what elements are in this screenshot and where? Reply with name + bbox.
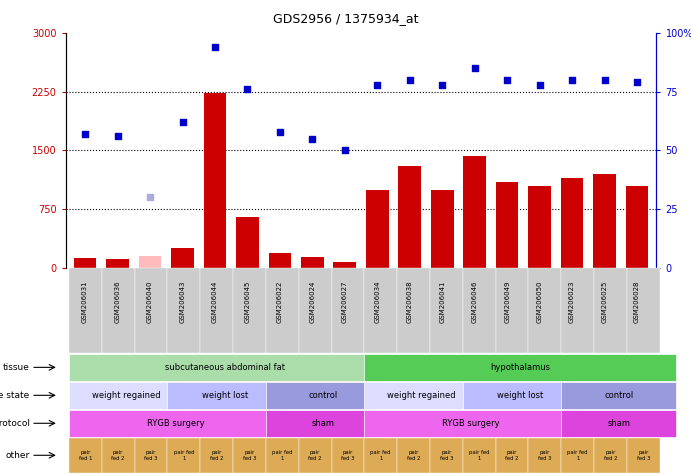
Point — [307, 135, 318, 143]
Text: pair
fed 2: pair fed 2 — [308, 450, 322, 461]
Bar — [301, 257, 323, 268]
Text: pair
fed 2: pair fed 2 — [505, 450, 519, 461]
Point — [567, 76, 578, 84]
Point — [242, 86, 253, 93]
Bar — [399, 166, 421, 268]
Text: pair
fed 2: pair fed 2 — [111, 450, 125, 461]
Text: GSM206036: GSM206036 — [115, 281, 121, 323]
Text: pair
fed 3: pair fed 3 — [538, 450, 551, 461]
Point — [437, 81, 448, 89]
Point — [502, 76, 513, 84]
Point — [404, 76, 415, 84]
Bar — [463, 156, 486, 268]
Bar — [334, 262, 356, 268]
Point — [372, 81, 383, 89]
Text: pair
fed 3: pair fed 3 — [439, 450, 453, 461]
Bar — [236, 217, 259, 268]
Bar — [139, 256, 162, 268]
Point — [144, 194, 155, 201]
Bar — [560, 178, 583, 268]
Bar — [495, 182, 518, 268]
Text: GSM206024: GSM206024 — [310, 281, 315, 323]
Text: GSM206040: GSM206040 — [147, 281, 153, 323]
Bar — [431, 190, 453, 268]
Text: GSM206049: GSM206049 — [504, 281, 510, 323]
Bar — [366, 190, 388, 268]
Text: GSM206027: GSM206027 — [342, 281, 348, 323]
Text: control: control — [309, 391, 338, 400]
Text: tissue: tissue — [3, 363, 30, 372]
Text: pair fed
1: pair fed 1 — [370, 450, 391, 461]
Text: GSM206028: GSM206028 — [634, 281, 640, 323]
Text: weight regained: weight regained — [388, 391, 456, 400]
Point — [534, 81, 545, 89]
Bar — [204, 93, 227, 268]
Text: pair
fed 3: pair fed 3 — [243, 450, 256, 461]
Text: GSM206046: GSM206046 — [472, 281, 477, 323]
Text: pair fed
1: pair fed 1 — [173, 450, 194, 461]
Text: GSM206045: GSM206045 — [245, 281, 250, 323]
Text: hypothalamus: hypothalamus — [490, 363, 550, 372]
Point — [469, 64, 480, 72]
Text: GSM206044: GSM206044 — [212, 281, 218, 323]
Text: weight regained: weight regained — [92, 391, 161, 400]
Bar — [625, 186, 648, 268]
Text: pair fed
1: pair fed 1 — [469, 450, 489, 461]
Text: pair
fed 2: pair fed 2 — [407, 450, 420, 461]
Text: GSM206038: GSM206038 — [407, 281, 413, 323]
Text: GSM206023: GSM206023 — [569, 281, 575, 323]
Text: subcutaneous abdominal fat: subcutaneous abdominal fat — [165, 363, 285, 372]
Text: weight lost: weight lost — [497, 391, 543, 400]
Bar — [106, 259, 129, 268]
Bar — [171, 248, 194, 268]
Text: GDS2956 / 1375934_at: GDS2956 / 1375934_at — [273, 12, 418, 25]
Text: pair fed
1: pair fed 1 — [567, 450, 588, 461]
Text: RYGB surgery: RYGB surgery — [442, 419, 500, 428]
Text: GSM206034: GSM206034 — [375, 281, 380, 323]
Text: pair fed
1: pair fed 1 — [272, 450, 292, 461]
Text: GSM206043: GSM206043 — [180, 281, 185, 323]
Point — [177, 118, 188, 126]
Text: GSM206025: GSM206025 — [601, 281, 607, 323]
Text: GSM206022: GSM206022 — [277, 281, 283, 323]
Text: GSM206031: GSM206031 — [82, 281, 88, 323]
Point — [79, 130, 91, 138]
Text: pair
fed 3: pair fed 3 — [341, 450, 354, 461]
Bar — [593, 174, 616, 268]
Text: other: other — [6, 451, 30, 460]
Text: sham: sham — [607, 419, 630, 428]
Text: pair
fed 1: pair fed 1 — [79, 450, 92, 461]
Text: pair
fed 3: pair fed 3 — [636, 450, 650, 461]
Point — [599, 76, 610, 84]
Text: disease state: disease state — [0, 391, 30, 400]
Text: GSM206041: GSM206041 — [439, 281, 445, 323]
Text: sham: sham — [312, 419, 335, 428]
Text: GSM206050: GSM206050 — [537, 281, 542, 323]
Point — [632, 79, 643, 86]
Bar — [528, 186, 551, 268]
Text: control: control — [604, 391, 634, 400]
Text: pair
fed 2: pair fed 2 — [604, 450, 617, 461]
Text: protocol: protocol — [0, 419, 30, 428]
Text: pair
fed 3: pair fed 3 — [144, 450, 158, 461]
Point — [209, 44, 220, 51]
Bar — [269, 253, 291, 268]
Text: RYGB surgery: RYGB surgery — [146, 419, 205, 428]
Text: pair
fed 2: pair fed 2 — [210, 450, 223, 461]
Bar — [74, 258, 97, 268]
Point — [339, 147, 350, 155]
Text: weight lost: weight lost — [202, 391, 248, 400]
Point — [112, 133, 123, 140]
Point — [274, 128, 285, 136]
